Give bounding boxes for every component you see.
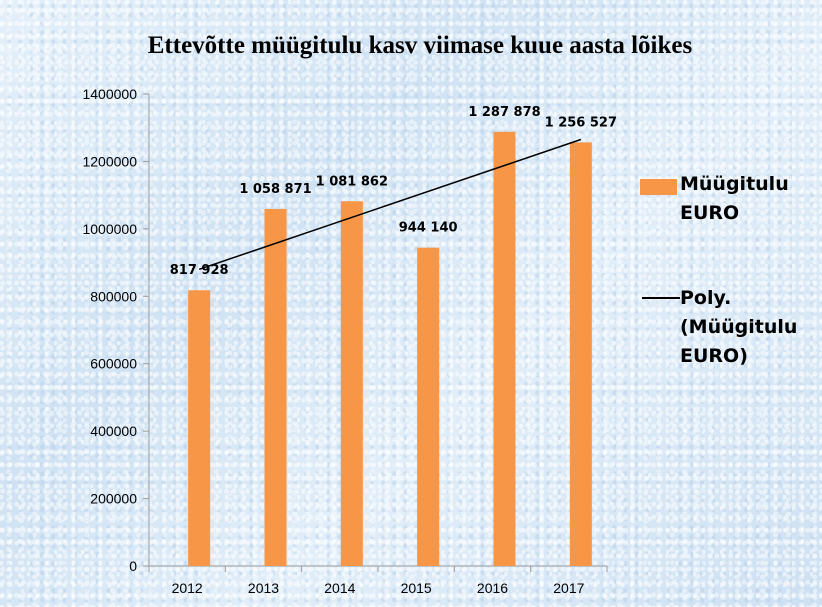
y-tick-label: 400000: [90, 423, 137, 439]
data-label: 817 928: [170, 263, 229, 278]
y-tick-label: 1400000: [82, 86, 137, 102]
chart-trendline-group: [198, 138, 582, 271]
legend-swatch-line: [642, 297, 680, 299]
bar: [493, 131, 516, 566]
y-tick-label: 1200000: [82, 153, 137, 169]
chart-data-labels: 817 928 1 058 871 1 081 862 944 140 1 287 87…: [170, 105, 617, 278]
x-tick-label: 2016: [477, 580, 508, 596]
legend-swatch-bar: [640, 179, 677, 195]
bar: [569, 142, 592, 566]
x-tick-label: 2015: [401, 580, 432, 596]
y-tick-label: 0: [129, 558, 137, 574]
chart-bars: [188, 131, 592, 567]
x-tick-label: 2017: [553, 580, 584, 596]
data-label: 1 287 878: [468, 105, 540, 120]
x-tick-label: 2012: [172, 580, 203, 596]
bar: [340, 201, 363, 567]
bar: [188, 290, 211, 566]
data-label: 1 081 862: [316, 174, 388, 189]
trendline: [198, 138, 582, 271]
y-tick-label: 600000: [90, 356, 137, 372]
y-tick-label: 200000: [90, 491, 137, 507]
bar: [417, 247, 440, 566]
x-tick-label: 2013: [248, 580, 279, 596]
data-label: 944 140: [399, 221, 458, 236]
data-label: 1 058 871: [239, 182, 311, 197]
bar: [264, 209, 287, 566]
legend-label-sales: Müügitulu EURO: [680, 173, 789, 224]
y-tick-label: 800000: [90, 288, 137, 304]
chart-axes: 0 200000 400000 600000 800000 1000000 1200000 1…: [82, 86, 608, 596]
chart-title: Ettevõtte müügitulu kasv viimase kuue aa…: [147, 32, 693, 59]
legend-label-trendline: Poly. (Müügitulu EURO): [680, 287, 798, 367]
data-label: 1 256 527: [545, 115, 617, 130]
y-tick-label: 1000000: [82, 221, 137, 237]
x-tick-label: 2014: [324, 580, 355, 596]
